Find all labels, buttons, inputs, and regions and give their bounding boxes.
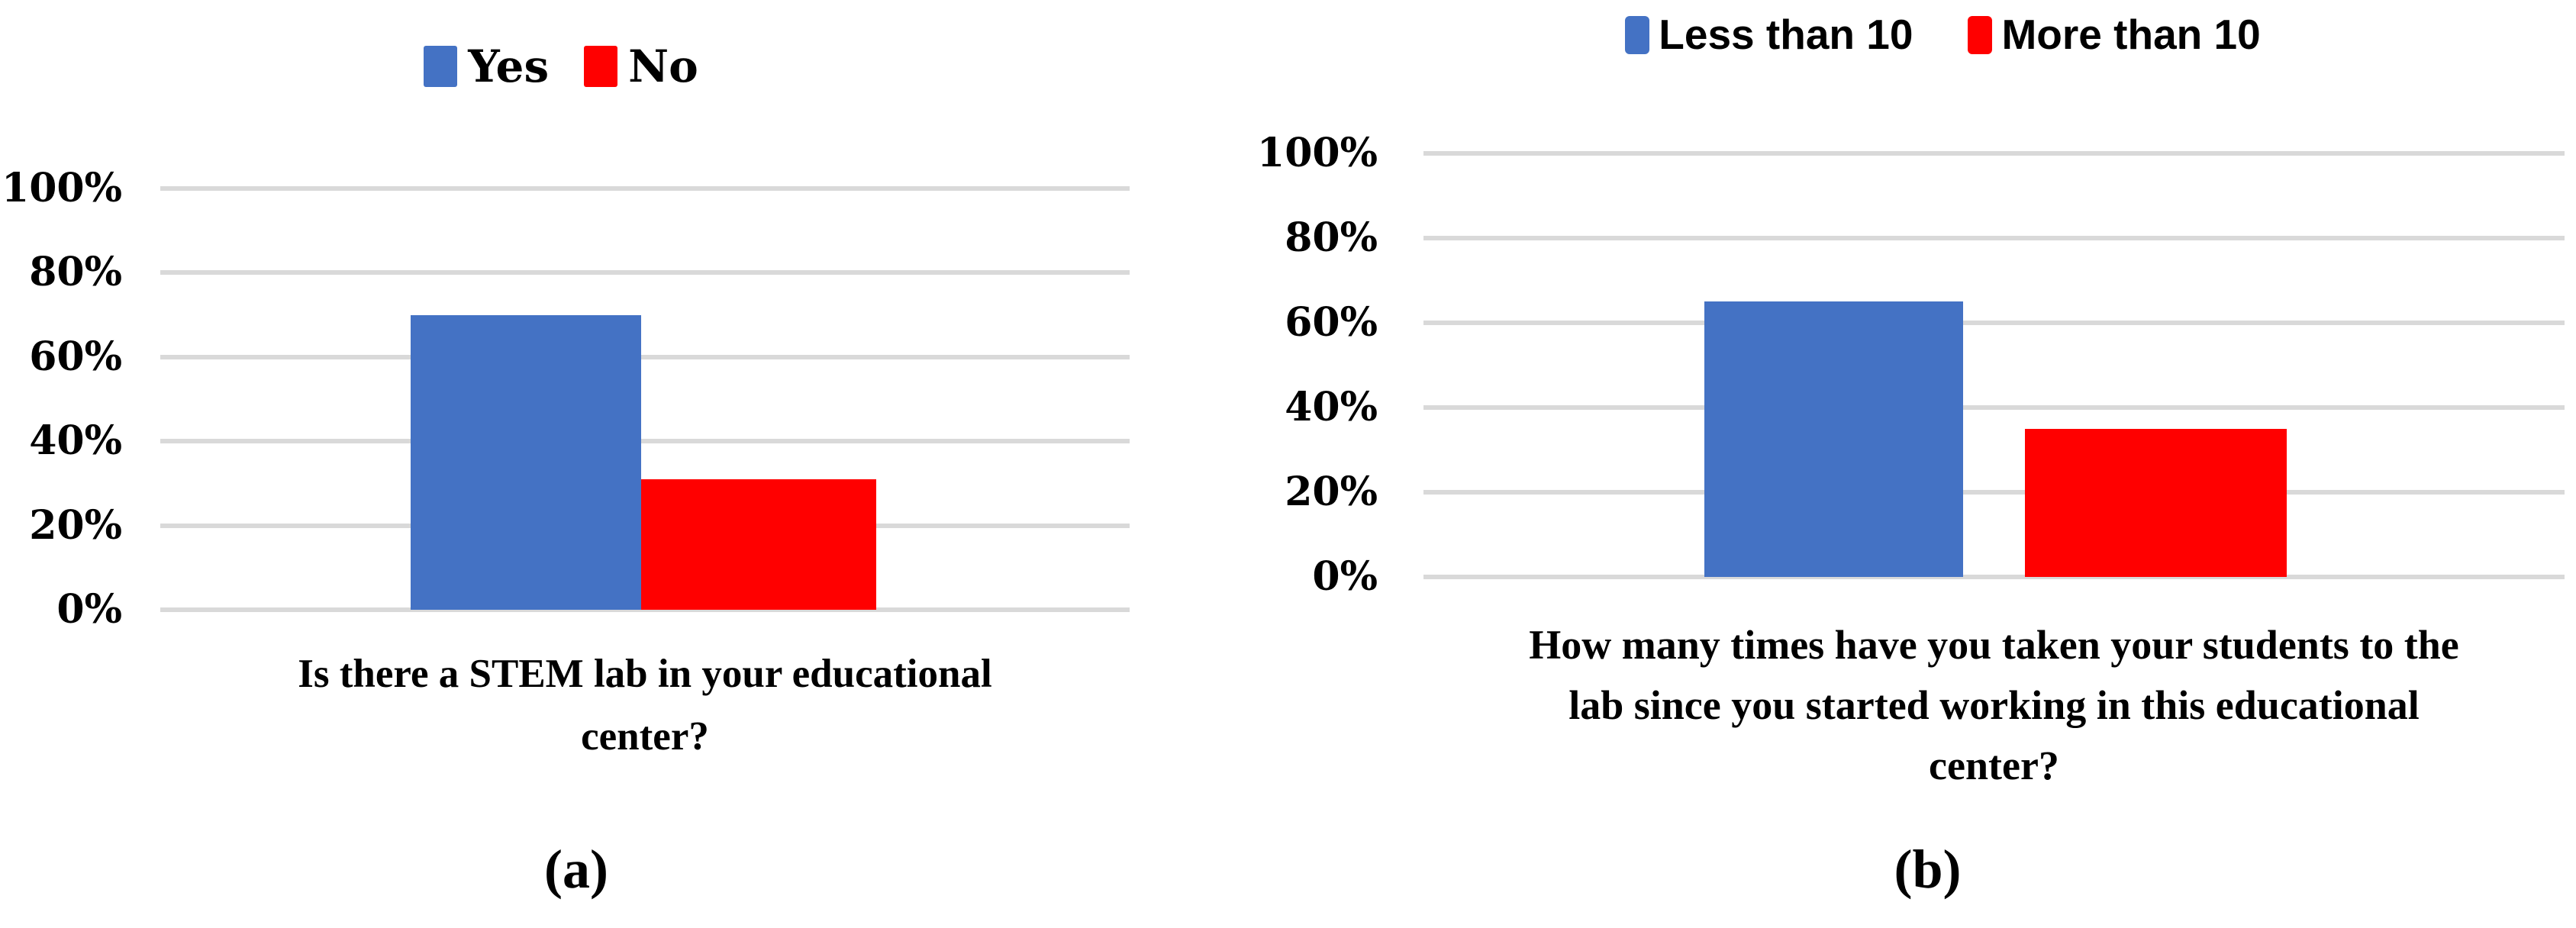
- legend-label-less-than-10: Less than 10: [1659, 11, 1913, 58]
- legend-item-yes: Yes: [424, 44, 549, 89]
- legend-swatch-yes: [424, 46, 458, 87]
- y-tick-label: 40%: [29, 417, 122, 465]
- y-tick-label: 100%: [1257, 130, 1378, 176]
- y-axis-labels-a: 100% 80% 60% 40% 20% 0%: [0, 168, 122, 630]
- x-axis-title-a: Is there a STEM lab in your educational …: [160, 643, 1130, 768]
- legend-swatch-more-than-10: [1968, 15, 1993, 54]
- axis-title-line: Is there a STEM lab in your educational: [298, 652, 992, 696]
- x-axis-title-b: How many times have you taken your stude…: [1423, 615, 2565, 796]
- gridlines-b: [1423, 151, 2565, 579]
- gridline: [1423, 405, 2565, 410]
- panel-label-b: (b): [1894, 839, 1962, 900]
- gridline: [160, 270, 1130, 276]
- y-tick-label: 0%: [1312, 553, 1378, 600]
- plot-area-a: [160, 186, 1130, 612]
- chart-panel-b: Less than 10 More than 10 100% 80% 60% 40% 2…: [1191, 0, 2576, 928]
- legend-item-more-than-10: More than 10: [1968, 11, 2261, 58]
- bar-yes: [411, 314, 641, 610]
- gridline: [160, 439, 1130, 444]
- legend-item-no: No: [584, 44, 698, 89]
- gridline: [1423, 490, 2565, 495]
- y-tick-label: 20%: [1285, 469, 1378, 515]
- gridline: [1423, 575, 2565, 579]
- bar-more-than-10: [2025, 428, 2287, 577]
- legend-swatch-no: [584, 46, 618, 87]
- axis-title-line: center?: [581, 714, 709, 759]
- bar-no: [641, 478, 876, 610]
- legend-b: Less than 10 More than 10: [1250, 14, 2576, 56]
- y-axis-labels-b: 100% 80% 60% 40% 20% 0%: [1191, 133, 1378, 598]
- gridline: [160, 354, 1130, 359]
- legend-label-yes: Yes: [468, 40, 550, 92]
- gridline: [1423, 151, 2565, 156]
- legend-item-less-than-10: Less than 10: [1625, 14, 1913, 56]
- y-tick-label: 80%: [1285, 214, 1378, 261]
- gridline: [160, 186, 1130, 191]
- legend-label-no: No: [628, 40, 698, 92]
- y-tick-label: 60%: [29, 333, 122, 380]
- y-tick-label: 20%: [29, 501, 122, 549]
- y-tick-label: 80%: [29, 249, 122, 296]
- gridline: [1423, 236, 2565, 240]
- axis-title-line: lab since you started working in this ed…: [1568, 682, 2420, 728]
- legend-label-more-than-10: More than 10: [2001, 11, 2261, 58]
- y-tick-label: 100%: [2, 165, 122, 211]
- axis-title-line: center?: [1929, 743, 2059, 788]
- gridline: [1423, 321, 2565, 325]
- gridline: [160, 607, 1130, 612]
- chart-panel-a: Yes No 100% 80% 60% 40% 20% 0% Is there a STE…: [0, 0, 1191, 928]
- bar-less-than-10: [1704, 301, 1963, 577]
- y-tick-label: 40%: [1285, 384, 1378, 430]
- y-tick-label: 60%: [1285, 299, 1378, 346]
- y-tick-label: 0%: [56, 586, 122, 633]
- legend-a: Yes No: [0, 44, 1156, 89]
- plot-area-b: [1423, 151, 2565, 579]
- panel-label-a: (a): [544, 839, 608, 900]
- axis-title-line: How many times have you taken your stude…: [1529, 622, 2459, 668]
- legend-swatch-less-than-10: [1625, 15, 1650, 54]
